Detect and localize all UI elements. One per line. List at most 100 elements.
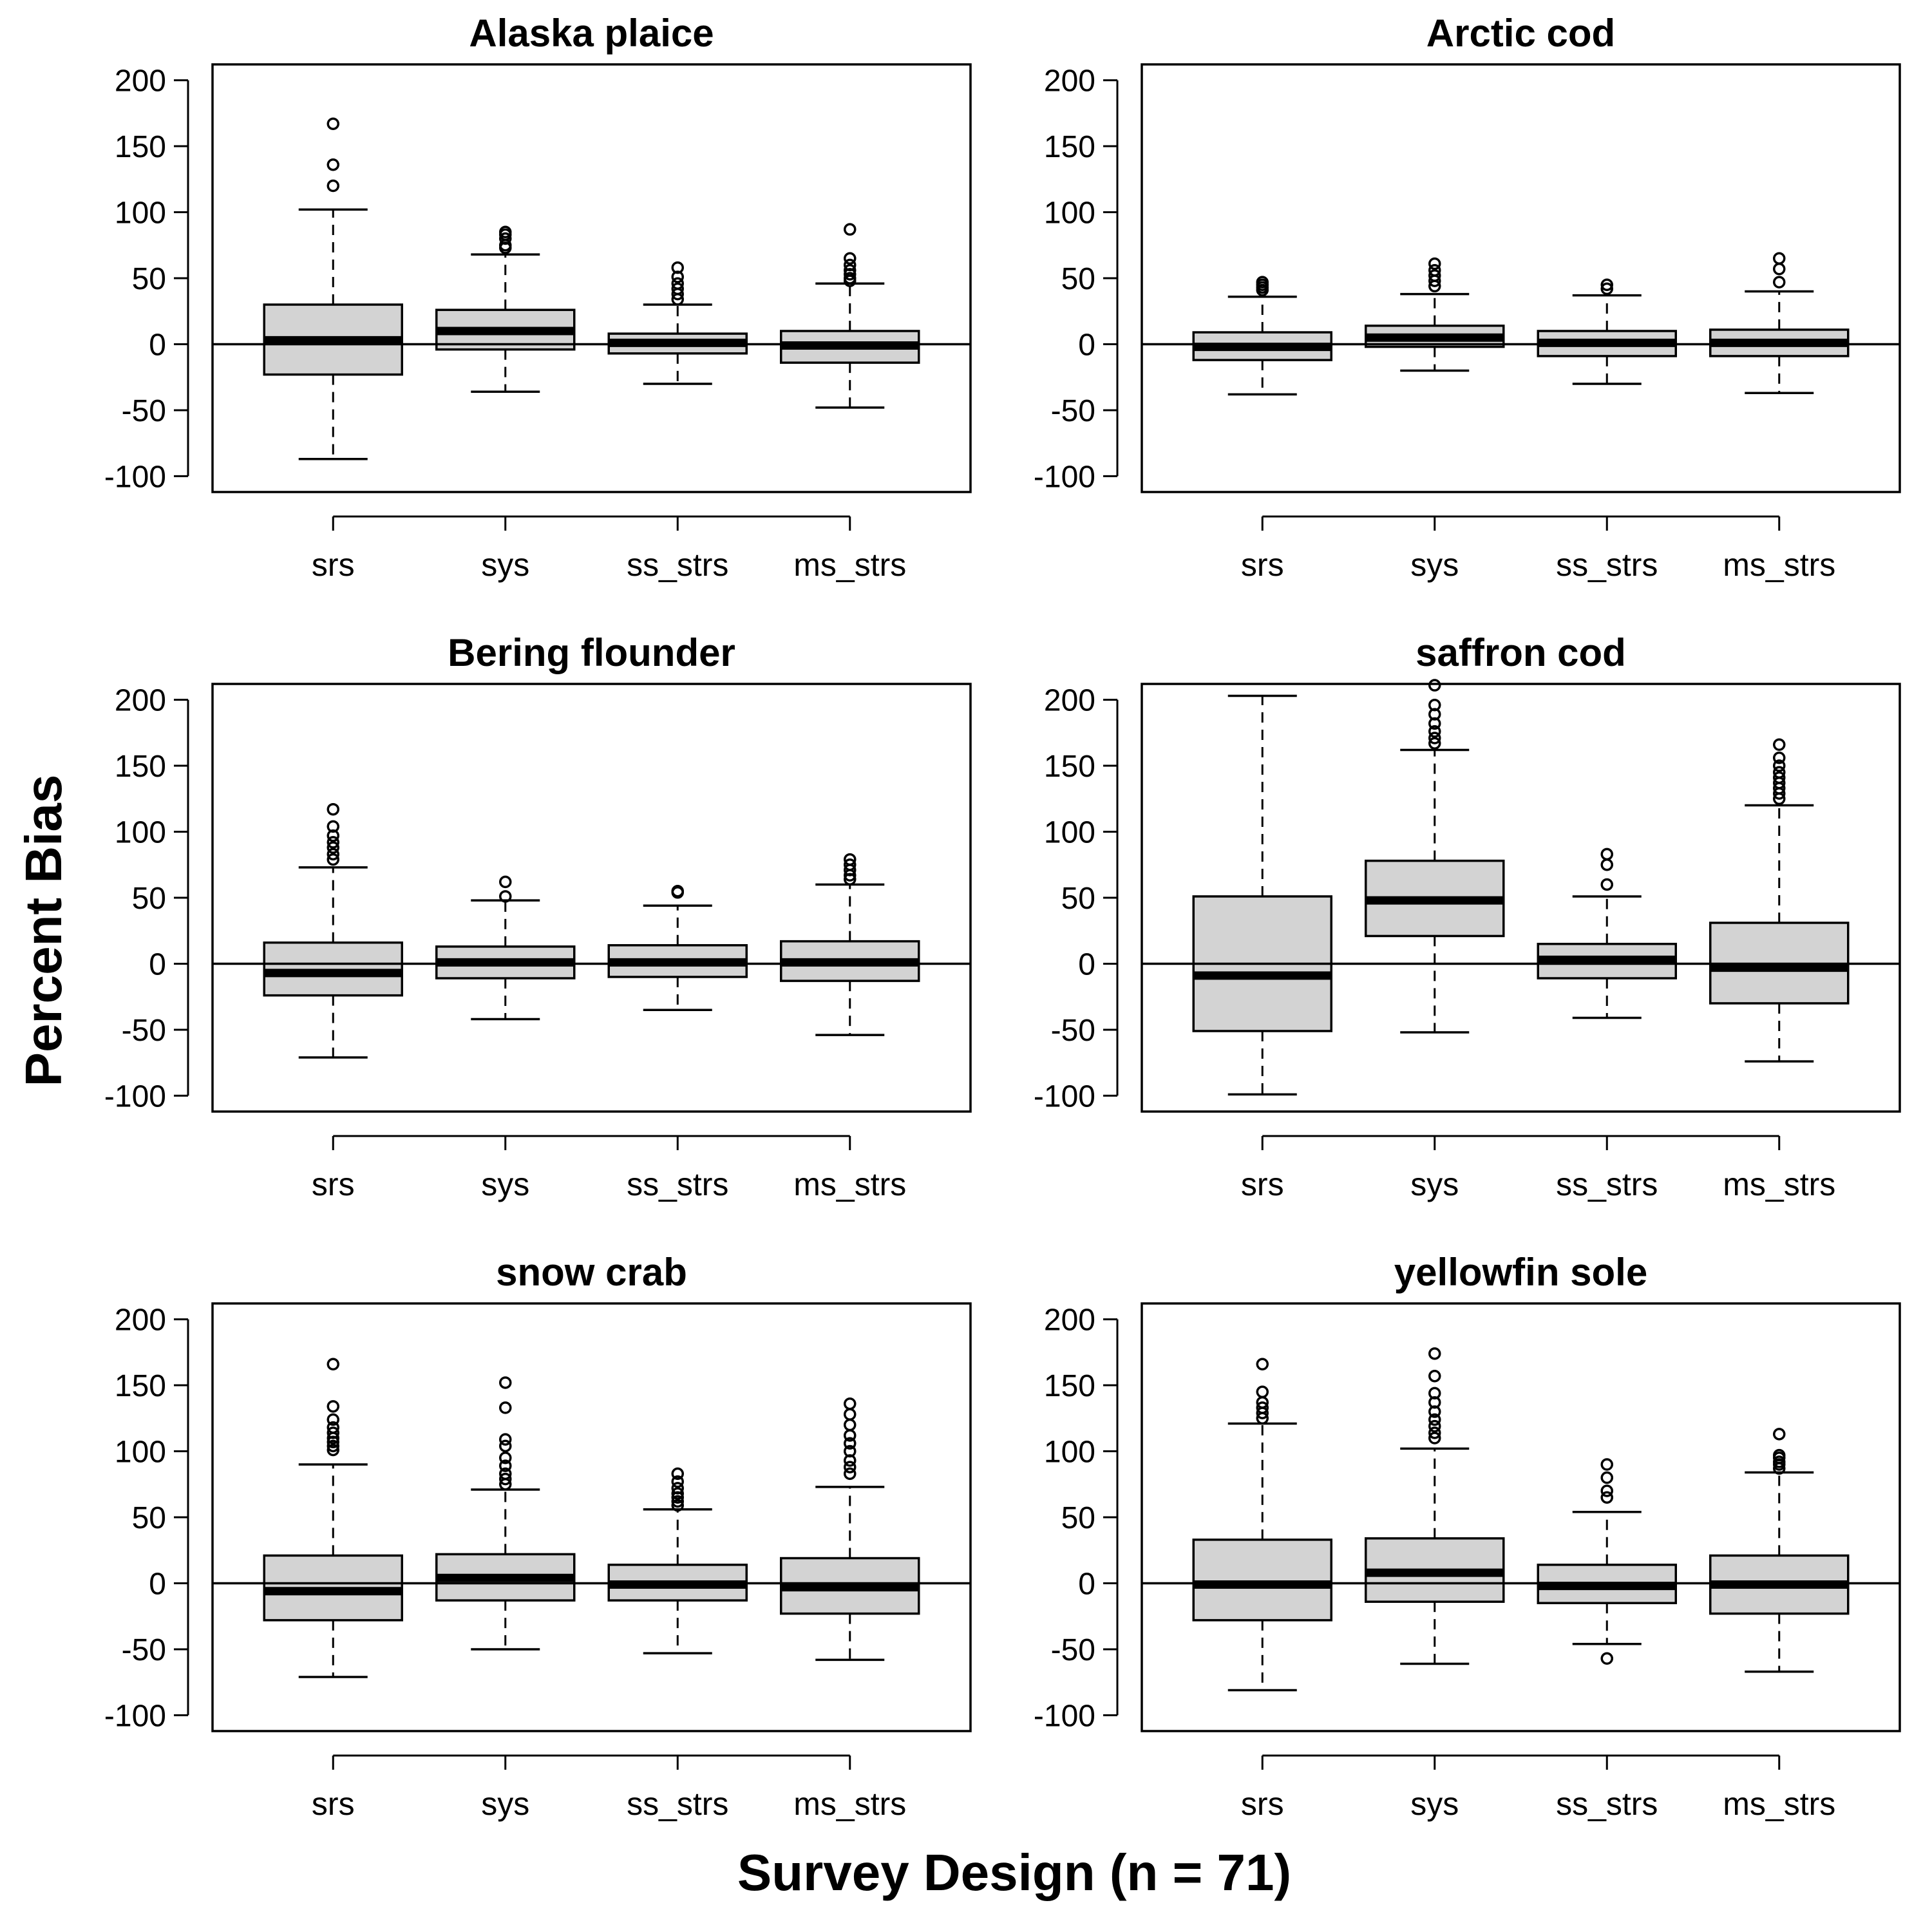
- outlier-point: [1428, 1369, 1441, 1383]
- y-tick-label: 200: [1044, 64, 1095, 99]
- y-tick-label: 200: [115, 1303, 166, 1338]
- x-tick-label-sys: sys: [1410, 1786, 1459, 1822]
- outlier-point: [1428, 269, 1441, 282]
- x-tick-label-ms-strs: ms_strs: [793, 547, 906, 583]
- y-tick-label: 150: [115, 130, 166, 164]
- outlier-point: [1600, 878, 1613, 891]
- outlier-point: [1773, 752, 1786, 764]
- y-tick-label: 100: [1044, 196, 1095, 231]
- outlier-point: [671, 1499, 684, 1512]
- outlier-point: [844, 1467, 857, 1481]
- box-srs: [263, 1358, 403, 1678]
- outlier-point: [327, 848, 339, 861]
- outlier-point: [327, 802, 339, 816]
- outlier-point: [844, 263, 857, 277]
- outlier-point: [844, 272, 857, 285]
- x-tick-label-ms-strs: ms_strs: [1723, 1786, 1835, 1822]
- outlier-point: [327, 1358, 339, 1371]
- outlier-point: [1428, 1387, 1441, 1400]
- outlier-point: [1428, 257, 1441, 270]
- y-tick-label: 0: [1078, 328, 1095, 362]
- outlier-point: [327, 117, 339, 130]
- outlier-point: [1256, 276, 1269, 289]
- panels: Alaska plaice -100 -50 0 50 100 150 200 srs sys ss…: [104, 12, 1901, 1822]
- y-tick-label: 50: [132, 882, 166, 916]
- outlier-point: [1428, 263, 1441, 277]
- x-tick-label-sys: sys: [1410, 547, 1459, 583]
- panel-title: Bering flounder: [448, 631, 735, 674]
- outlier-point: [327, 853, 339, 866]
- outlier-point: [1256, 1385, 1269, 1399]
- outlier-point: [844, 252, 857, 265]
- outlier-point: [1428, 1347, 1441, 1360]
- panel-title: Alaska plaice: [469, 12, 714, 55]
- outlier-point: [671, 1475, 684, 1488]
- outlier-point: [1773, 252, 1786, 265]
- y-tick-label: 150: [1044, 1369, 1095, 1403]
- y-tick-label: 0: [1078, 1567, 1095, 1601]
- outlier-point: [1600, 1491, 1613, 1504]
- y-tick-label: 200: [1044, 684, 1095, 718]
- x-tick-label-ss-strs: ss_strs: [1556, 547, 1658, 583]
- outlier-point: [1773, 276, 1786, 289]
- box-srs: [263, 802, 403, 1059]
- panel-4: saffron cod -100 -50 0 50 100 150 200 srs sys ss_s…: [1034, 631, 1901, 1202]
- outlier-point: [327, 1443, 339, 1457]
- outlier-point: [327, 179, 339, 193]
- outlier-point: [1773, 771, 1786, 784]
- y-tick-label: -50: [122, 394, 166, 428]
- x-tick-label-sys: sys: [481, 1166, 529, 1202]
- outlier-point: [1428, 699, 1441, 712]
- y-tick-label: 0: [1078, 947, 1095, 981]
- box-ms-strs: [780, 853, 920, 1036]
- outlier-point: [671, 885, 684, 898]
- outlier-point: [327, 1421, 339, 1434]
- outlier-point: [499, 1467, 512, 1481]
- x-tick-label-sys: sys: [481, 1786, 529, 1822]
- plot-frame: [211, 683, 972, 1113]
- outlier-point: [499, 1401, 512, 1414]
- y-tick-label: 200: [115, 64, 166, 99]
- y-tick-label: 50: [1061, 262, 1095, 296]
- outlier-point: [327, 836, 339, 849]
- outlier-point: [1428, 732, 1441, 744]
- outlier-point: [499, 875, 512, 889]
- outlier-point: [1256, 1401, 1269, 1414]
- outlier-point: [1773, 1455, 1786, 1468]
- x-tick-label-ss-strs: ss_strs: [1556, 1166, 1658, 1202]
- box-sys: [435, 1376, 576, 1651]
- outlier-point: [1600, 1652, 1613, 1665]
- y-tick-label: 150: [1044, 130, 1095, 164]
- outlier-point: [1428, 725, 1441, 738]
- outlier-point: [1428, 1426, 1441, 1439]
- x-tick-label-sys: sys: [481, 547, 529, 583]
- panel-title: snow crab: [496, 1251, 687, 1294]
- outlier-point: [1773, 738, 1786, 752]
- y-tick-label: -50: [122, 1014, 166, 1048]
- x-tick-label-ms-strs: ms_strs: [1723, 1166, 1835, 1202]
- outlier-point: [1600, 1458, 1613, 1471]
- panel-1: Alaska plaice -100 -50 0 50 100 150 200 srs sys ss…: [104, 12, 972, 583]
- outlier-point: [1773, 766, 1786, 779]
- box-sys: [435, 225, 576, 393]
- outlier-point: [671, 277, 684, 290]
- outlier-point: [327, 1426, 339, 1439]
- outlier-point: [499, 1452, 512, 1464]
- outlier-point: [1428, 1413, 1441, 1426]
- plot-frame: [1141, 1302, 1901, 1732]
- y-tick-label: 0: [149, 328, 166, 362]
- outlier-point: [671, 1487, 684, 1500]
- x-tick-label-srs: srs: [1241, 1166, 1284, 1202]
- outlier-point: [499, 225, 512, 239]
- panel-6: yellowfin sole -100 -50 0 50 100 150 200 srs sys s…: [1034, 1251, 1901, 1822]
- outlier-point: [1600, 1484, 1613, 1497]
- panel-3: Bering flounder -100 -50 0 50 100 150 200 srs sys…: [104, 631, 972, 1202]
- outlier-point: [844, 853, 857, 866]
- outlier-point: [671, 1495, 684, 1508]
- panel-2: Arctic cod -100 -50 0 50 100 150 200 srs sys ss_st…: [1034, 12, 1901, 583]
- box-ms-strs: [780, 223, 920, 409]
- outlier-point: [671, 282, 684, 296]
- box-ss-strs: [607, 885, 748, 1011]
- plot-frame: [1141, 683, 1901, 1113]
- y-tick-label: -50: [122, 1633, 166, 1667]
